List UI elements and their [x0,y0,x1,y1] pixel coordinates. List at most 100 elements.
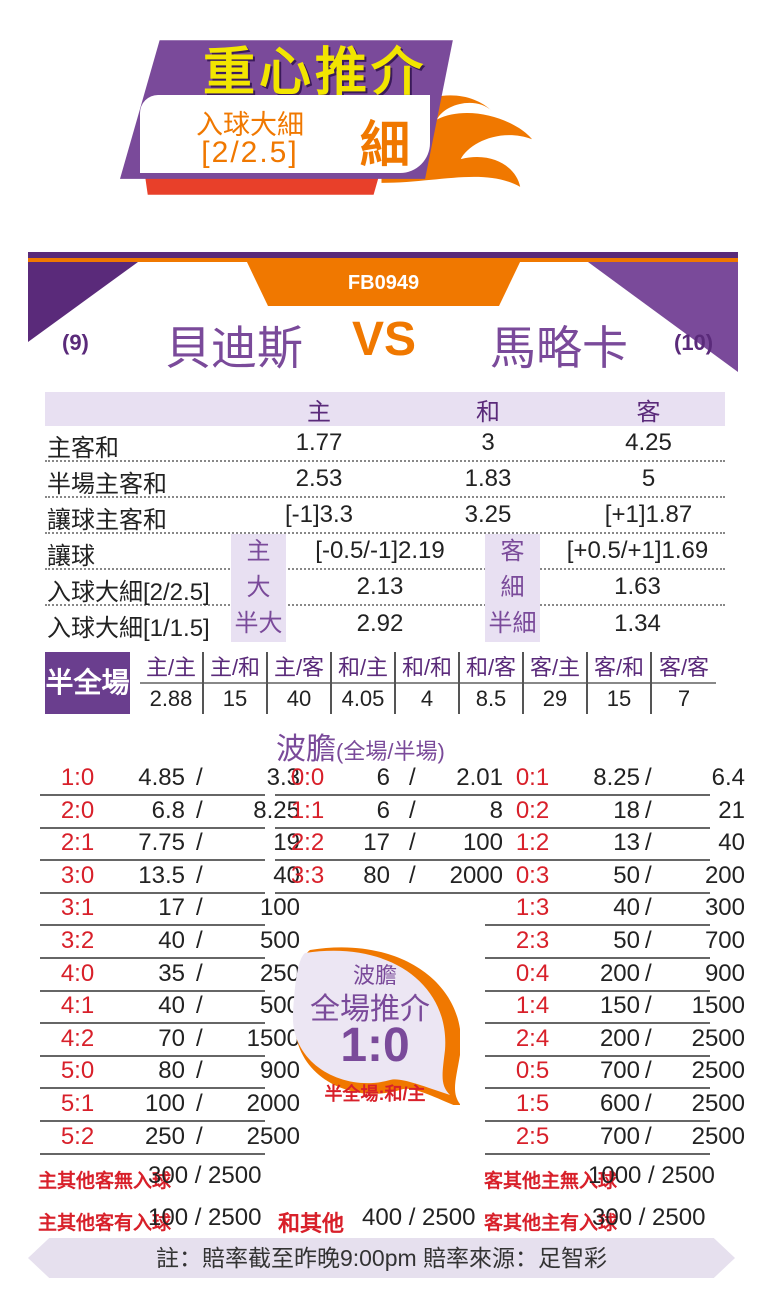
score-label: 1:3 [515,894,550,922]
odds-tag: 半細 [485,606,540,642]
odds-draw: 3 [481,429,495,456]
odds-separator: / [196,861,203,889]
fulltime-odds: 6.8 [151,796,185,824]
odds-label: 入球大細[1/1.5] [47,615,210,642]
fulltime-odds: 40 [158,992,185,1020]
fulltime-odds: 80 [363,861,390,889]
odds-value: [-0.5/-1]2.19 [315,537,445,564]
odds-separator: / [409,764,416,791]
odds-separator: / [645,992,652,1020]
fulltime-odds: 70 [158,1024,185,1052]
odds-row: 入球大細[2/2.5] 大 2.13 細 1.63 [45,570,725,606]
fulltime-odds: 13.5 [138,861,185,889]
odds-separator: / [409,861,416,889]
halftime-odds: 6.4 [711,764,745,791]
fulltime-odds: 17 [363,829,390,857]
odds-separator: / [645,1057,652,1085]
htft-key: 客/和 [588,652,650,684]
fulltime-odds: 18 [613,796,640,824]
odds-value: 1.34 [614,610,661,637]
correct-score-title: 波膽(全場/半場) [276,724,445,768]
odds-tag: 客 [485,534,540,570]
halftime-odds: 1500 [246,1024,300,1052]
recommend-line1: 波膽 [352,963,397,988]
score-label: 1:2 [515,829,550,857]
header-title: 重心推介 [202,44,427,102]
odds-tag: 半大 [231,606,286,642]
odds-separator: / [196,894,203,922]
odds-draw: 3.25 [464,501,512,528]
halftime-odds: 900 [704,959,745,987]
odds-table: 主 和 客 主客和 1.77 3 4.25 半場主客和 2.53 1.83 5 … [45,392,725,642]
halftime-odds: 21 [718,796,745,824]
score-label: 0:0 [290,764,325,791]
halftime-odds: 3.3 [266,764,300,791]
odds-row: 主客和 1.77 3 4.25 [45,426,725,462]
odds-separator: / [645,927,652,954]
score-label: 5:0 [60,1057,95,1085]
odds-separator: / [196,764,203,791]
correct-score-row: 2:3 50/ 700 [485,927,745,959]
fulltime-odds: 600 [599,1090,640,1117]
away-team: 馬略卡 [490,322,628,374]
fulltime-odds: 7.75 [138,829,185,857]
odds-label: 主客和 [47,435,119,462]
odds-separator: / [196,796,203,824]
score-label: 0:1 [515,764,550,791]
score-label: 3:1 [60,894,95,922]
fulltime-odds: 700 [599,1122,640,1150]
odds-tag: 大 [231,570,286,606]
score-label: 4:0 [60,959,95,987]
halftime-odds: 2500 [246,1122,300,1150]
htft-value: 29 [542,686,568,711]
htft-value: 15 [222,686,248,711]
correct-score-row: 2:1 7.75 / 19 [40,829,300,862]
odds-away: [+1]1.87 [604,501,693,528]
htft-cell: 客/和 15 [588,652,652,714]
fulltime-odds: 200 [599,959,640,987]
halftime-odds: 100 [462,829,503,857]
odds-separator: / [196,1024,203,1052]
odds-value: [+0.5/+1]1.69 [566,537,709,564]
correct-score-row: 3:0 13.5 / 40 [40,861,300,894]
fulltime-odds: 50 [613,927,640,954]
odds-label: 半場主客和 [47,471,167,498]
correct-score-row: 0:0 6 / 2.01 [275,764,503,796]
correct-score-row: 1:1 6 / 8 [275,797,503,829]
other-odds: 400 / 2500 [362,1204,476,1231]
odds-separator: / [645,764,652,791]
score-label: 1:5 [515,1090,550,1117]
htft-key: 主/客 [268,652,330,684]
fulltime-odds: 6 [376,764,390,791]
odds-away: 4.25 [625,429,672,456]
correct-score-row: 5:0 80 / 900 [40,1057,300,1090]
score-label: 2:0 [60,796,95,824]
fulltime-odds: 13 [613,829,640,857]
score-label: 0:2 [515,796,550,824]
fulltime-odds: 100 [144,1090,185,1117]
score-label: 5:2 [60,1122,95,1150]
htft-key: 主/主 [140,652,202,684]
correct-score-row: 2:4 200/ 2500 [485,1025,745,1057]
htft-cell: 主/和 15 [204,652,268,714]
fulltime-odds: 150 [599,992,640,1020]
other-odds: 300 / 2500 [592,1204,706,1231]
htft-key: 客/主 [524,652,586,684]
correct-score-row: 0:5 700/ 2500 [485,1057,745,1090]
htft-value: 2.88 [149,686,193,711]
score-label: 3:0 [60,861,95,889]
odds-separator: / [645,796,652,824]
htft-value: 4.05 [341,686,385,711]
htft-cell: 主/客 40 [268,652,332,714]
halftime-odds: 900 [259,1057,300,1085]
odds-row: 讓球主客和 [-1]3.3 3.25 [+1]1.87 [45,498,725,534]
fulltime-odds: 4.85 [138,764,185,791]
htft-value: 15 [606,686,632,711]
header-draw: 和 [408,392,568,426]
odds-separator: / [196,1090,203,1117]
halftime-odds: 500 [259,927,300,954]
odds-row: 半場主客和 2.53 1.83 5 [45,462,725,498]
halftime-odds: 300 [704,894,745,922]
correct-score-row: 2:2 17 / 100 [275,829,503,862]
halftime-odds: 40 [273,861,300,889]
